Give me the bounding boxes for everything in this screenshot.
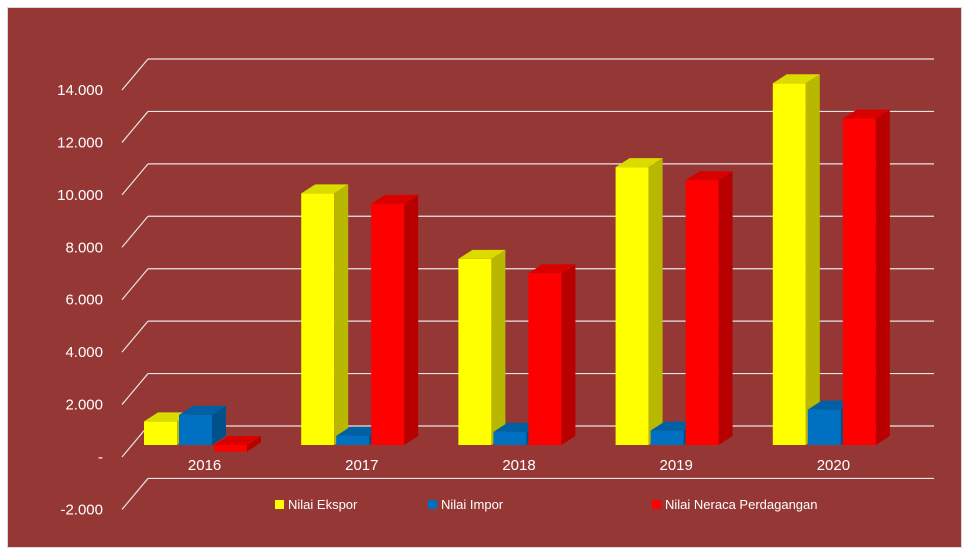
bar-side bbox=[212, 405, 226, 445]
bar-front bbox=[336, 435, 370, 445]
legend-label: Nilai Neraca Perdagangan bbox=[665, 497, 817, 512]
bar-side bbox=[648, 158, 663, 445]
bar bbox=[615, 158, 663, 445]
bar-front bbox=[650, 430, 684, 445]
bar-top bbox=[685, 171, 733, 181]
bar bbox=[214, 436, 261, 452]
bar-front bbox=[842, 118, 876, 445]
bar-front bbox=[371, 203, 405, 445]
gridline-depth bbox=[121, 58, 149, 91]
bar bbox=[179, 405, 226, 445]
bar-side bbox=[718, 171, 733, 445]
y-tick-label: - bbox=[98, 449, 103, 466]
bar bbox=[371, 194, 419, 445]
bar-side bbox=[334, 184, 349, 446]
gridline-depth bbox=[121, 320, 149, 353]
y-tick-label: 12.000 bbox=[57, 134, 103, 151]
y-tick-label: 14.000 bbox=[57, 82, 103, 99]
legend-label: Nilai Impor bbox=[441, 497, 504, 512]
gridline-depth bbox=[121, 478, 149, 510]
x-tick-label: 2020 bbox=[817, 457, 850, 474]
bar-front bbox=[179, 414, 212, 445]
legend-label: Nilai Ekspor bbox=[288, 497, 358, 512]
chart-area: -2.000-2.000 4.000 6.000 8.000 10.000 12.000 1… bbox=[7, 7, 962, 548]
x-tick-label: 2016 bbox=[188, 457, 221, 474]
bar-top bbox=[615, 158, 663, 168]
bar-side bbox=[875, 109, 890, 445]
bar bbox=[458, 249, 506, 445]
bar bbox=[685, 171, 733, 445]
gridline-depth bbox=[121, 373, 149, 405]
bar-top bbox=[458, 249, 506, 259]
gridline-depth bbox=[121, 425, 149, 458]
y-tick-label: 10.000 bbox=[57, 187, 103, 204]
bar-front bbox=[615, 167, 649, 445]
bar-top bbox=[772, 74, 820, 84]
y-tick-label: -2.000 bbox=[60, 501, 103, 518]
bar-front bbox=[528, 273, 562, 445]
gridline-depth bbox=[121, 163, 149, 196]
y-tick-label: 2.000 bbox=[65, 397, 103, 414]
legend-swatch bbox=[428, 500, 437, 509]
bar-top bbox=[842, 109, 890, 119]
bar-front bbox=[685, 180, 719, 445]
legend-item: Nilai Ekspor bbox=[275, 497, 358, 512]
bar bbox=[772, 74, 820, 445]
bar-front bbox=[458, 258, 492, 445]
bar bbox=[528, 264, 576, 445]
bar bbox=[842, 109, 890, 445]
legend-item: Nilai Neraca Perdagangan bbox=[652, 497, 817, 512]
gridline-depth bbox=[121, 215, 149, 248]
bar-side bbox=[805, 74, 820, 445]
gridline-depth bbox=[121, 268, 149, 301]
y-tick-label: 6.000 bbox=[65, 292, 103, 309]
x-tick-label: 2017 bbox=[345, 457, 378, 474]
x-tick-label: 2019 bbox=[660, 457, 693, 474]
gridline-depth bbox=[121, 111, 149, 143]
bars bbox=[144, 74, 890, 452]
bar-side bbox=[561, 264, 576, 445]
y-tick-label: 8.000 bbox=[65, 239, 103, 256]
bar-side bbox=[404, 194, 419, 445]
bar-front bbox=[807, 409, 841, 445]
bar-front bbox=[301, 193, 335, 445]
bar-front bbox=[214, 445, 247, 452]
bar-front bbox=[772, 83, 806, 445]
y-tick-label: 4.000 bbox=[65, 344, 103, 361]
bar-chart: -2.000-2.0004.0006.0008.00010.00012.0001… bbox=[57, 58, 934, 518]
legend-swatch bbox=[275, 500, 284, 509]
bar-side bbox=[491, 249, 506, 445]
legend-item: Nilai Impor bbox=[428, 497, 504, 512]
bar-top bbox=[179, 405, 226, 415]
bar-top bbox=[371, 194, 419, 204]
legend: Nilai Ekspor Nilai Impor Nilai Neraca Perd… bbox=[275, 497, 817, 512]
bar-top bbox=[528, 264, 576, 274]
x-tick-label: 2018 bbox=[502, 457, 535, 474]
legend-swatch bbox=[652, 500, 661, 509]
bar-front bbox=[144, 421, 177, 445]
bar-top bbox=[301, 184, 349, 194]
bar bbox=[301, 184, 349, 446]
bar-side bbox=[247, 436, 261, 452]
bar-top bbox=[214, 436, 261, 445]
bar-front bbox=[493, 431, 527, 445]
